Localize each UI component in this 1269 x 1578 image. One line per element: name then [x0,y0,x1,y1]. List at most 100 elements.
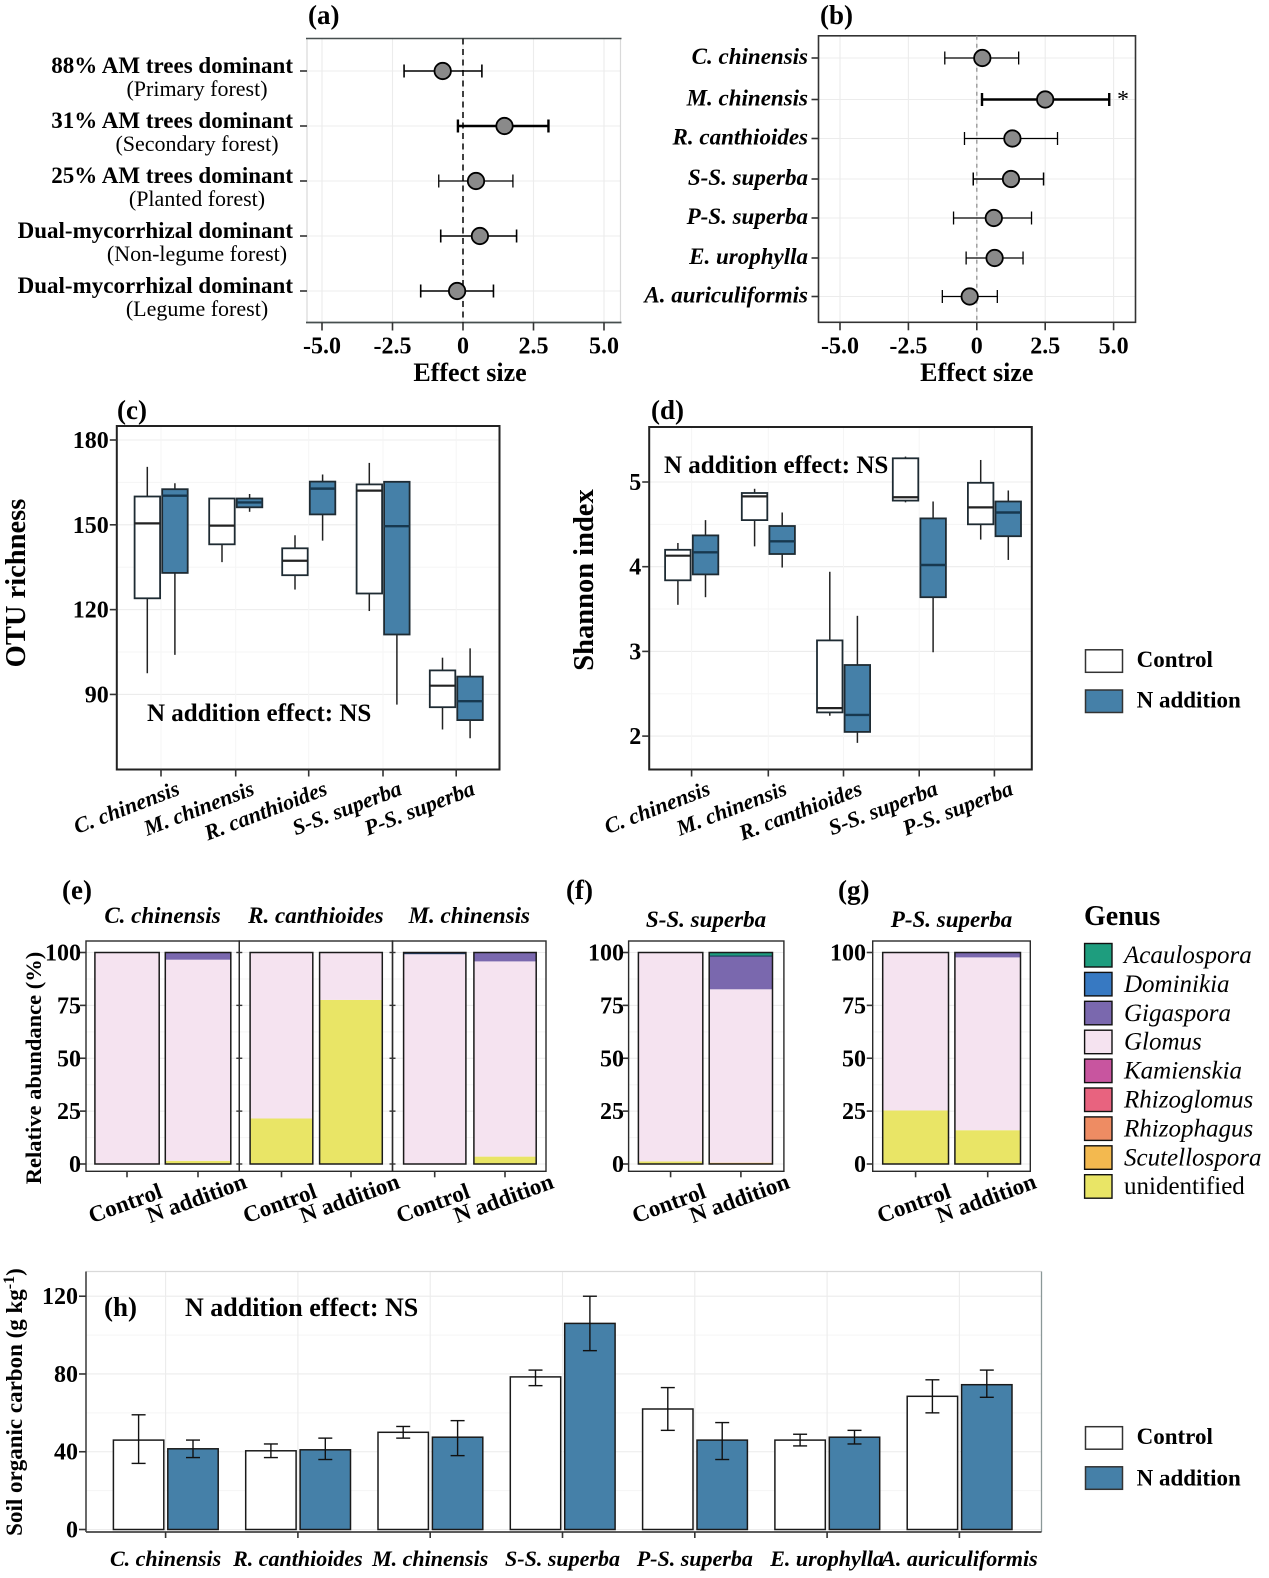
svg-text:90: 90 [85,682,109,708]
svg-text:5: 5 [629,470,641,496]
svg-text:50: 50 [842,1046,866,1072]
svg-text:5.0: 5.0 [589,334,619,360]
svg-text:180: 180 [73,428,109,454]
svg-text:Dominikia: Dominikia [1123,971,1230,998]
svg-text:25: 25 [842,1099,866,1125]
svg-text:unidentified: unidentified [1124,1173,1245,1200]
svg-text:0: 0 [971,334,983,360]
svg-text:Shannon index: Shannon index [569,489,600,671]
svg-text:(Secondary forest): (Secondary forest) [115,131,278,156]
svg-text:100: 100 [588,941,624,967]
svg-text:N addition: N addition [296,1169,403,1228]
svg-text:Effect size: Effect size [920,358,1033,387]
svg-text:Dual-mycorrhizal dominant: Dual-mycorrhizal dominant [18,273,294,298]
svg-text:Kamienskia: Kamienskia [1123,1058,1242,1085]
svg-text:(c): (c) [117,395,147,425]
svg-text:(Non-legume forest): (Non-legume forest) [107,241,287,266]
svg-text:Soil organic carbon (g kg-1): Soil organic carbon (g kg-1) [1,1268,27,1536]
svg-text:M. chinensis: M. chinensis [371,1546,488,1571]
svg-text:25% AM trees dominant: 25% AM trees dominant [51,163,293,188]
svg-text:A. auriculiformis: A. auriculiformis [879,1546,1037,1571]
svg-text:N addition: N addition [143,1169,250,1228]
svg-text:0: 0 [66,1518,78,1544]
svg-text:P-S. superba: P-S. superba [636,1546,753,1571]
svg-text:(f): (f) [566,875,593,905]
svg-text:E. urophylla: E. urophylla [769,1546,884,1571]
svg-text:N addition effect: NS: N addition effect: NS [664,452,888,479]
svg-text:S-S. superba: S-S. superba [505,1546,620,1571]
svg-text:50: 50 [57,1046,81,1072]
svg-text:Scutellospora: Scutellospora [1124,1144,1262,1171]
svg-text:2.5: 2.5 [1030,334,1060,360]
svg-text:R. canthioides: R. canthioides [232,1546,363,1571]
svg-text:75: 75 [57,993,81,1019]
svg-text:A. auriculiformis: A. auriculiformis [642,283,808,308]
svg-text:0: 0 [69,1152,81,1178]
svg-text:N addition effect: NS: N addition effect: NS [185,1293,418,1322]
svg-text:R. canthioides: R. canthioides [672,125,809,150]
svg-text:120: 120 [73,598,109,624]
svg-text:Control: Control [1137,1424,1213,1449]
svg-text:0: 0 [457,334,469,360]
svg-text:75: 75 [600,993,624,1019]
svg-text:120: 120 [42,1284,78,1310]
svg-text:100: 100 [45,941,81,967]
svg-text:Relative abundance (%): Relative abundance (%) [21,952,46,1185]
svg-text:N addition effect: NS: N addition effect: NS [147,700,371,727]
svg-text:(Planted forest): (Planted forest) [129,186,265,211]
svg-text:(d): (d) [651,395,684,425]
svg-text:3: 3 [629,639,641,665]
svg-text:50: 50 [600,1046,624,1072]
svg-text:25: 25 [600,1099,624,1125]
svg-text:C. chinensis: C. chinensis [692,44,808,69]
svg-text:40: 40 [54,1440,78,1466]
svg-text:(g): (g) [838,875,869,905]
svg-text:0: 0 [854,1152,866,1178]
svg-text:N addition: N addition [686,1169,793,1228]
svg-text:(a): (a) [308,0,339,30]
svg-text:5.0: 5.0 [1099,334,1129,360]
svg-text:R. canthioides: R. canthioides [247,903,384,928]
svg-text:Gigaspora: Gigaspora [1124,1000,1231,1027]
svg-text:(b): (b) [820,0,853,30]
svg-text:2: 2 [629,724,641,750]
svg-text:-5.0: -5.0 [821,334,859,360]
svg-text:Glomus: Glomus [1124,1029,1202,1056]
svg-text:Effect size: Effect size [413,358,526,387]
svg-text:-2.5: -2.5 [889,334,927,360]
svg-text:N addition: N addition [933,1169,1040,1228]
svg-text:P-S. superba: P-S. superba [686,204,808,229]
svg-text:E. urophylla: E. urophylla [688,244,808,269]
svg-text:OTU richness: OTU richness [1,499,32,668]
svg-text:Rhizoglomus: Rhizoglomus [1123,1087,1253,1114]
svg-text:S-S. superba: S-S. superba [646,907,766,932]
svg-text:Rhizophagus: Rhizophagus [1123,1115,1253,1142]
svg-text:Acaulospora: Acaulospora [1122,942,1252,969]
svg-text:-5.0: -5.0 [303,334,341,360]
svg-text:N addition: N addition [1137,1466,1241,1491]
svg-text:100: 100 [830,941,866,967]
svg-text:N addition: N addition [1137,688,1241,713]
svg-text:(h): (h) [104,1292,137,1322]
svg-text:S-S. superba: S-S. superba [688,165,808,190]
svg-text:0: 0 [612,1152,624,1178]
svg-text:Genus: Genus [1084,901,1160,932]
svg-text:M. chinensis: M. chinensis [408,903,530,928]
svg-text:-2.5: -2.5 [374,334,412,360]
svg-text:88% AM trees dominant: 88% AM trees dominant [51,53,293,78]
svg-text:*: * [1117,87,1129,113]
svg-text:(Primary forest): (Primary forest) [126,76,267,101]
svg-text:C. chinensis: C. chinensis [104,903,220,928]
svg-text:2.5: 2.5 [519,334,549,360]
svg-text:75: 75 [842,993,866,1019]
svg-text:C. chinensis: C. chinensis [110,1546,221,1571]
svg-text:Control: Control [1137,647,1213,672]
svg-text:31% AM trees dominant: 31% AM trees dominant [51,108,293,133]
svg-text:M. chinensis: M. chinensis [686,86,808,111]
svg-text:Dual-mycorrhizal dominant: Dual-mycorrhizal dominant [18,218,294,243]
svg-text:4: 4 [629,555,641,581]
svg-text:25: 25 [57,1099,81,1125]
svg-text:P-S. superba: P-S. superba [890,907,1012,932]
svg-text:N addition: N addition [450,1169,557,1228]
svg-text:80: 80 [54,1362,78,1388]
